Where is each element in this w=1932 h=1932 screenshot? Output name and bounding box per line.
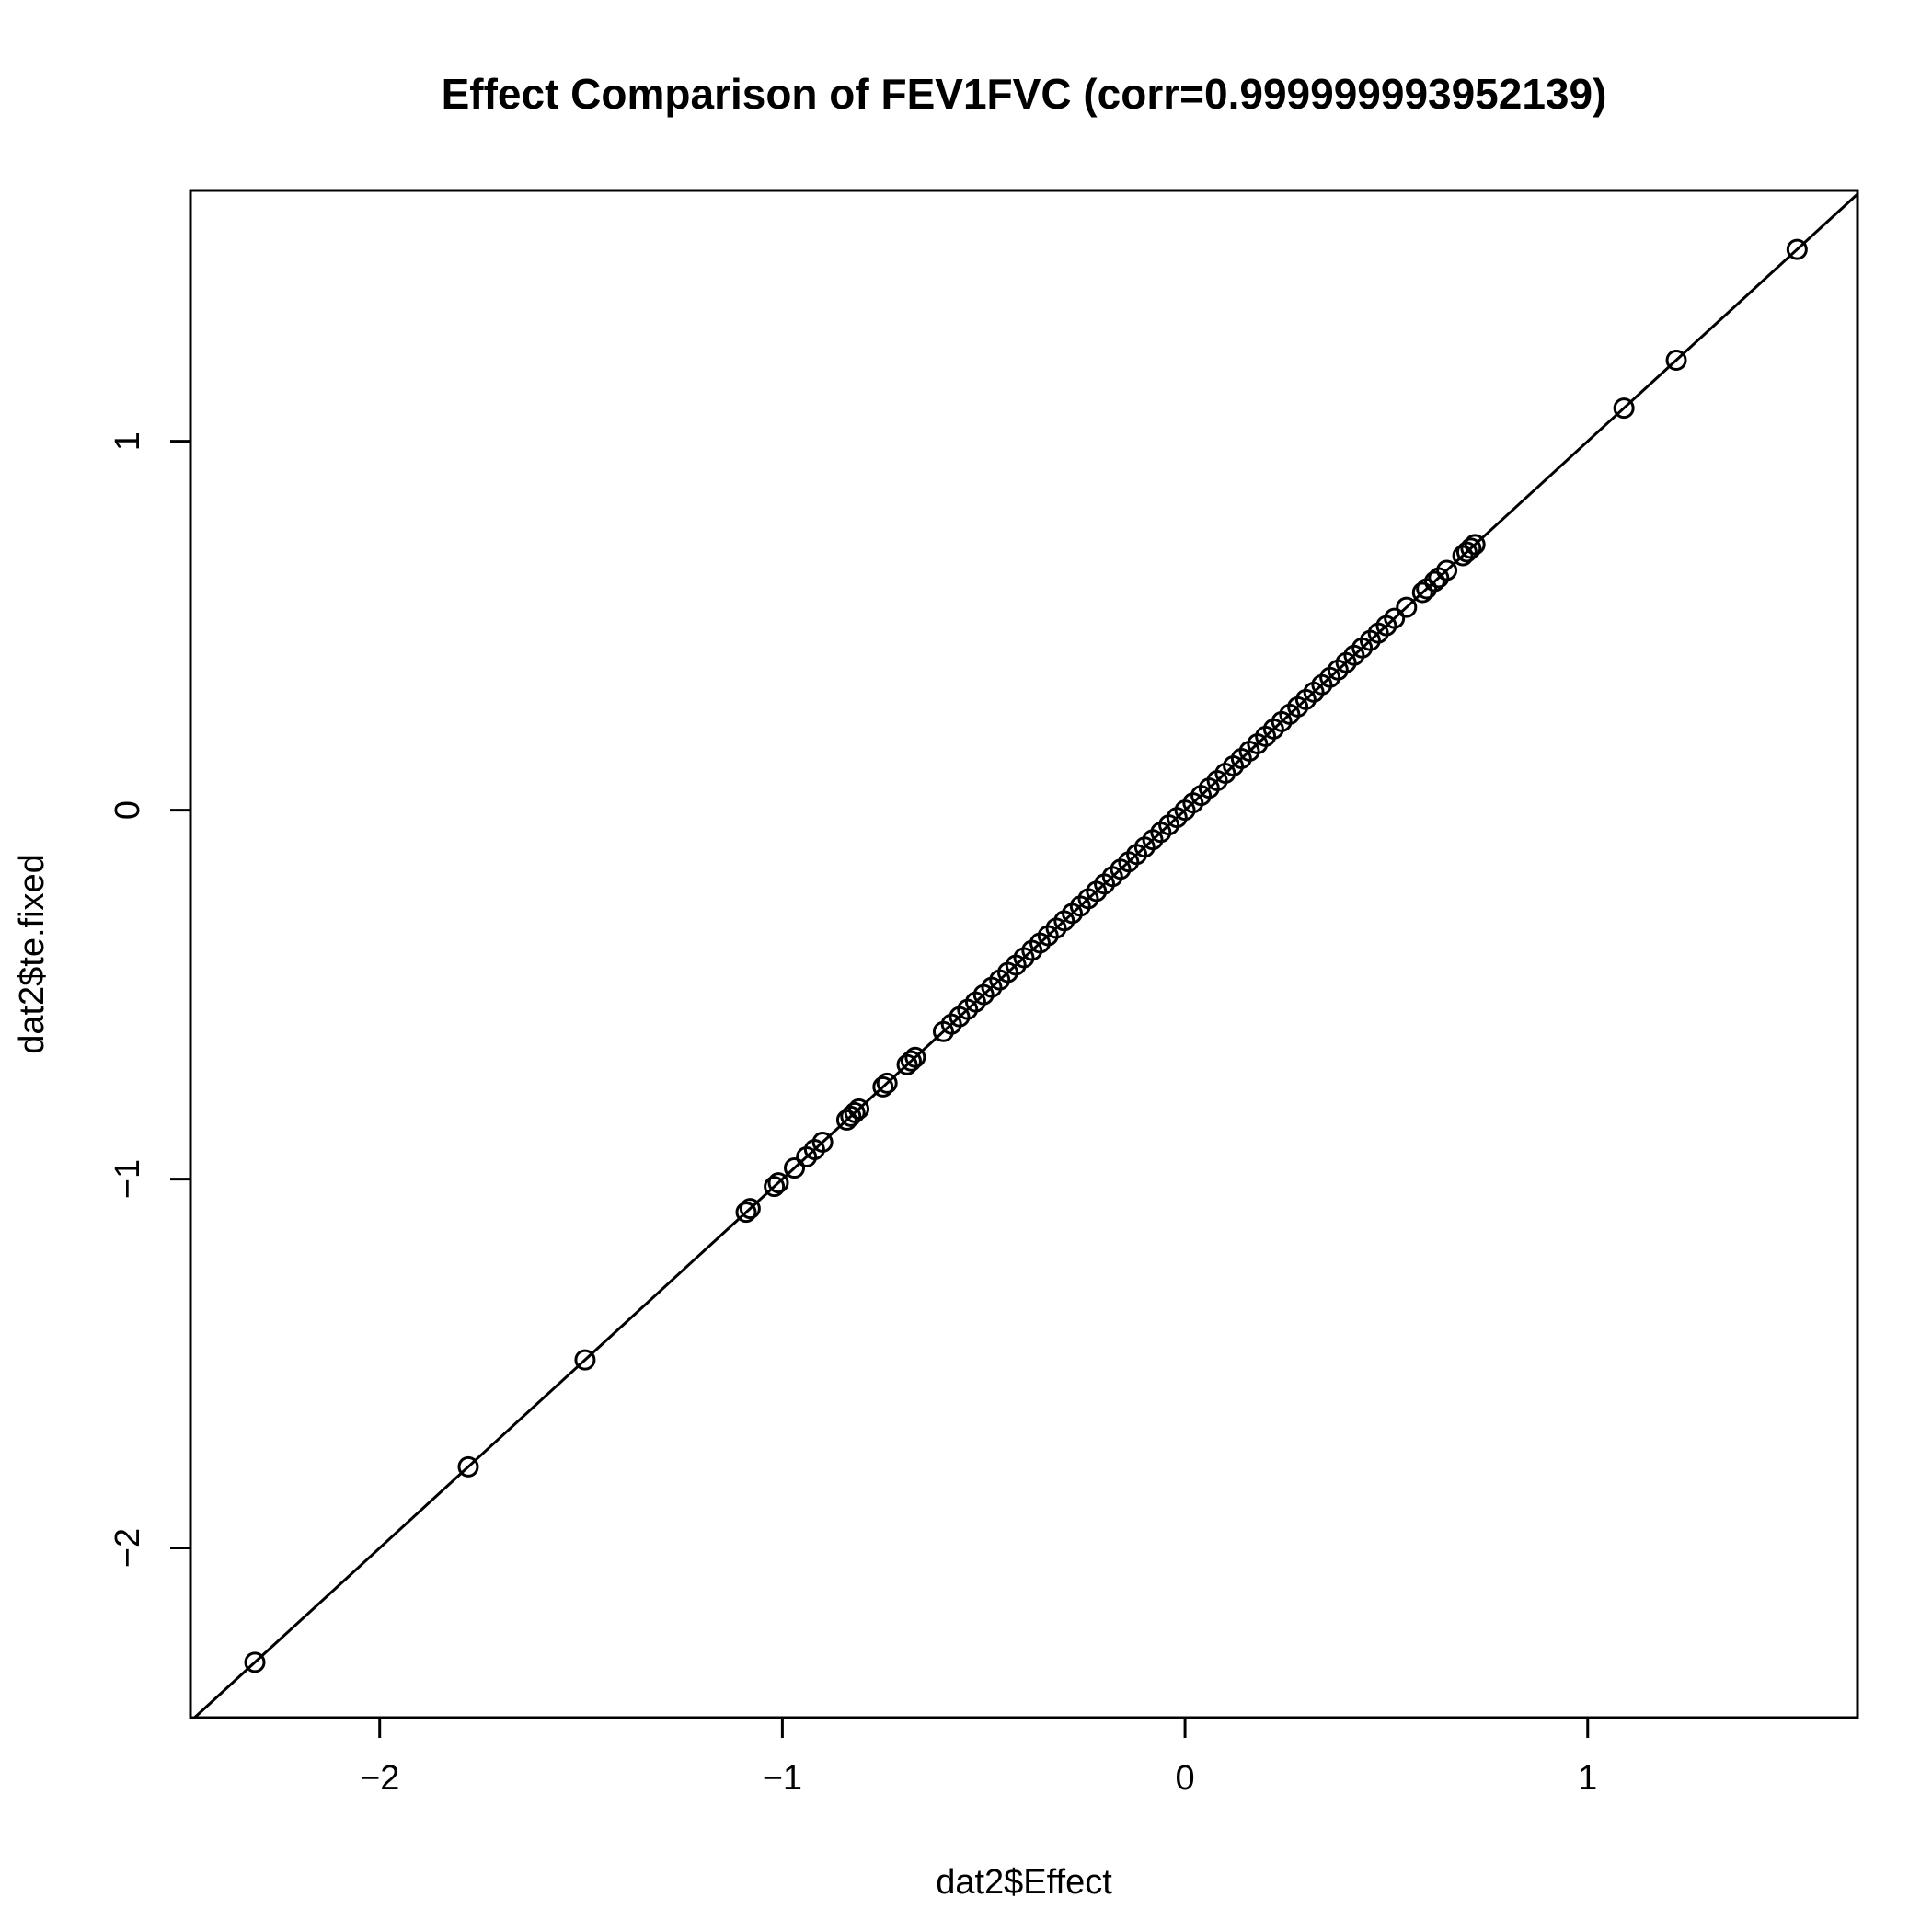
y-tick-label: −1 [109, 1159, 147, 1199]
x-tick-label: 0 [1176, 1759, 1195, 1798]
data-point [244, 1651, 266, 1673]
plot-frame [189, 189, 1859, 1719]
x-tick-label: 1 [1578, 1759, 1597, 1798]
y-axis: −2 −1 0 1 [109, 431, 190, 1568]
data-point [1423, 570, 1445, 592]
data-point [1464, 534, 1486, 556]
data-point [764, 1176, 786, 1198]
data-point [574, 1349, 596, 1371]
data-point [784, 1157, 806, 1179]
chart-title: Effect Comparison of FEV1FVC (corr=0.999… [442, 70, 1607, 118]
data-point [844, 1101, 866, 1123]
data-points-layer [244, 238, 1808, 1673]
data-point [1411, 581, 1433, 604]
data-point [848, 1098, 870, 1120]
data-point [811, 1131, 834, 1153]
y-axis-label: dat2$te.fixed [13, 854, 52, 1054]
x-tick-label: −1 [763, 1759, 802, 1798]
data-point [1436, 559, 1458, 581]
data-point [1665, 349, 1687, 371]
data-point [1613, 397, 1635, 420]
data-point [900, 1050, 922, 1072]
x-tick-label: −2 [360, 1759, 399, 1798]
data-point [767, 1172, 789, 1194]
data-point [1384, 607, 1406, 629]
x-axis: −2 −1 0 1 [360, 1718, 1597, 1798]
data-point [1460, 537, 1482, 559]
data-point [735, 1202, 757, 1224]
y-tick-label: 0 [109, 800, 147, 820]
y-tick-label: 1 [109, 431, 147, 451]
data-point [739, 1198, 761, 1220]
data-point [876, 1072, 898, 1094]
data-point [1786, 238, 1808, 260]
data-point [1396, 596, 1418, 618]
data-point [457, 1455, 479, 1478]
x-axis-label: dat2$Effect [936, 1863, 1112, 1902]
y-tick-label: −2 [109, 1528, 147, 1568]
data-point [872, 1075, 894, 1098]
data-point [904, 1046, 926, 1068]
